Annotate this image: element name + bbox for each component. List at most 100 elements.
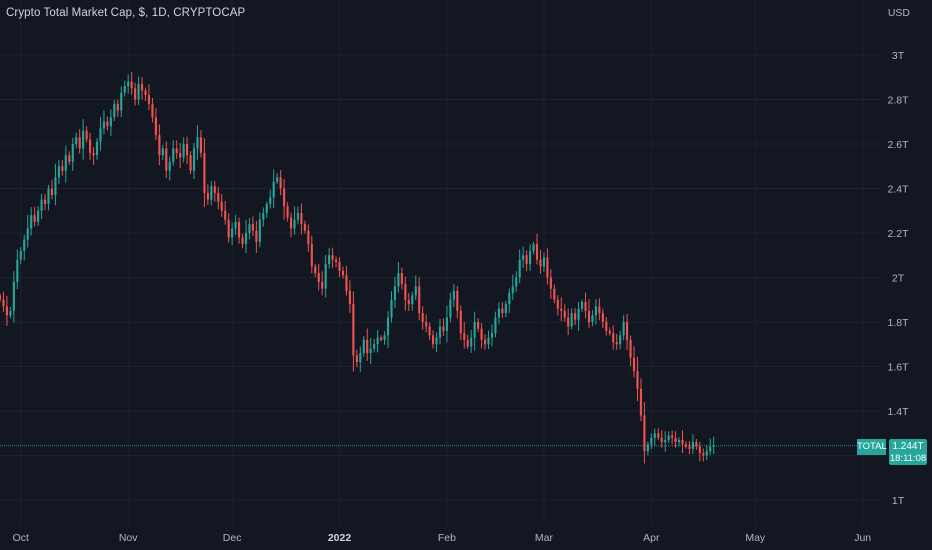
- last-price-badge: 1.244T 18:11:08: [889, 439, 927, 465]
- candle-body: [425, 322, 428, 327]
- candle-body: [113, 103, 116, 118]
- candle-body: [338, 261, 341, 271]
- candle-body: [234, 221, 237, 229]
- candle-body: [75, 137, 78, 144]
- y-tick-label: 2T: [892, 273, 905, 285]
- candle-body: [57, 166, 60, 178]
- y-tick-label: 1.6T: [887, 362, 909, 374]
- candle-body: [283, 188, 286, 207]
- candle-body: [515, 277, 518, 287]
- y-tick-label: 2.8T: [887, 95, 909, 107]
- candle-body: [470, 337, 473, 347]
- candle-body: [681, 439, 684, 445]
- candle-body: [40, 199, 43, 211]
- candle-body: [622, 322, 625, 336]
- candle-body: [123, 86, 126, 93]
- candle-body: [615, 342, 618, 345]
- candle-body: [144, 90, 147, 96]
- currency-label[interactable]: USD: [887, 7, 910, 19]
- y-tick-label: 1T: [892, 495, 905, 507]
- candle-body: [182, 144, 185, 158]
- candle-body: [580, 301, 584, 309]
- candle-body: [463, 333, 466, 340]
- candle-body: [546, 257, 549, 278]
- candle-body: [632, 357, 636, 371]
- candle-body: [601, 313, 604, 322]
- candle-body: [321, 281, 324, 289]
- candle-body: [587, 310, 591, 322]
- candle-body: [456, 290, 459, 311]
- candle-body: [629, 339, 632, 358]
- candle-body: [127, 81, 130, 87]
- x-tick-label: Jun: [854, 532, 871, 544]
- candle-body: [244, 233, 248, 245]
- candle-body: [504, 304, 507, 314]
- candle-body: [626, 322, 629, 340]
- candle-body: [664, 439, 667, 443]
- candle-body: [643, 415, 646, 452]
- candle-body: [314, 266, 317, 274]
- last-price-value: 1.244T: [892, 441, 924, 452]
- candle-body: [186, 144, 189, 156]
- candle-body: [220, 201, 223, 211]
- candle-body: [712, 445, 715, 447]
- candle-body: [494, 317, 497, 334]
- candle-body: [106, 121, 109, 127]
- candle-body: [355, 355, 358, 363]
- candle-body: [660, 437, 663, 443]
- candle-body: [258, 219, 261, 242]
- candle-body: [359, 353, 362, 363]
- candle-body: [404, 284, 407, 300]
- candle-body: [383, 335, 386, 340]
- candle-body: [594, 306, 597, 316]
- x-tick-label: Mar: [535, 532, 554, 544]
- candle-body: [334, 259, 338, 262]
- y-tick-label: 1.4T: [887, 406, 909, 418]
- candle-body: [5, 306, 9, 316]
- candle-body: [522, 255, 525, 260]
- candles: [0, 72, 715, 464]
- candle-body: [646, 444, 649, 452]
- candle-body: [241, 237, 244, 245]
- candle-body: [529, 250, 532, 265]
- candle-body: [165, 148, 168, 171]
- candle-body: [2, 299, 5, 307]
- candle-body: [653, 433, 656, 438]
- candle-body: [140, 83, 144, 91]
- candle-body: [386, 317, 390, 336]
- candle-body: [677, 439, 681, 443]
- candle-body: [435, 337, 438, 345]
- candle-countdown: 18:11:08: [889, 453, 927, 464]
- candle-body: [89, 139, 92, 153]
- candle-body: [296, 212, 300, 220]
- candle-body: [411, 295, 414, 305]
- candle-body: [134, 88, 137, 100]
- candle-body: [459, 310, 462, 334]
- candle-body: [421, 313, 424, 322]
- candle-body: [619, 335, 622, 345]
- candle-body: [248, 224, 251, 233]
- candle-body: [348, 290, 351, 305]
- candle-body: [431, 335, 435, 345]
- candle-body: [192, 148, 196, 171]
- candle-body: [158, 135, 161, 156]
- candle-body: [445, 317, 449, 331]
- x-tick-label: Dec: [223, 532, 242, 544]
- candle-body: [674, 437, 677, 443]
- candle-body: [175, 148, 178, 153]
- candle-body: [511, 286, 514, 294]
- candle-body: [137, 83, 140, 100]
- candle-body: [688, 446, 691, 449]
- candle-body: [99, 128, 102, 142]
- candle-body: [227, 219, 230, 238]
- candle-body: [217, 192, 220, 202]
- candle-body: [466, 339, 469, 347]
- candle-body: [684, 444, 688, 447]
- candle-body: [366, 339, 369, 354]
- y-tick-label: 3T: [892, 50, 905, 62]
- candle-body: [549, 277, 552, 289]
- candle-body: [709, 446, 712, 452]
- chart-title: Crypto Total Market Cap, $, 1D, CRYPTOCA…: [6, 7, 246, 19]
- candle-body: [567, 317, 570, 327]
